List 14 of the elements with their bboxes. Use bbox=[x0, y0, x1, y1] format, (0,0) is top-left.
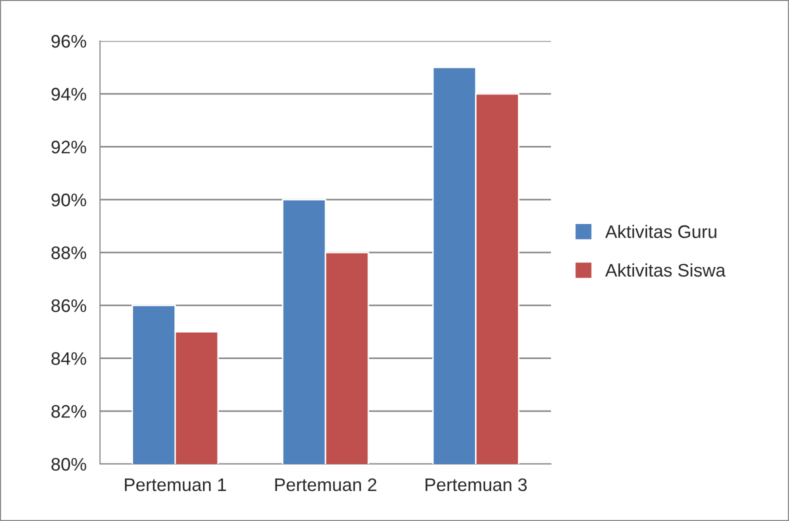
y-tick-label: 84% bbox=[51, 352, 86, 365]
y-tick-label: 86% bbox=[51, 299, 86, 312]
y-tick-label: 96% bbox=[52, 34, 86, 48]
y-tick-label: 92% bbox=[52, 140, 86, 154]
x-tick-label: Pertemuan 1 bbox=[124, 478, 226, 492]
legend-label: Aktivitas Siswa bbox=[605, 263, 726, 277]
x-tick-label: Pertemuan 2 bbox=[275, 478, 376, 492]
x-tick-label: Pertemuan 3 bbox=[426, 478, 527, 492]
y-tick-label: 80% bbox=[51, 458, 86, 471]
y-tick-label: 88% bbox=[51, 246, 86, 260]
y-tick-label: 94% bbox=[52, 88, 86, 101]
y-tick-label: 82% bbox=[51, 405, 86, 418]
y-tick-label: 90% bbox=[52, 194, 86, 206]
legend-label: Aktivitas Guru bbox=[605, 224, 716, 238]
